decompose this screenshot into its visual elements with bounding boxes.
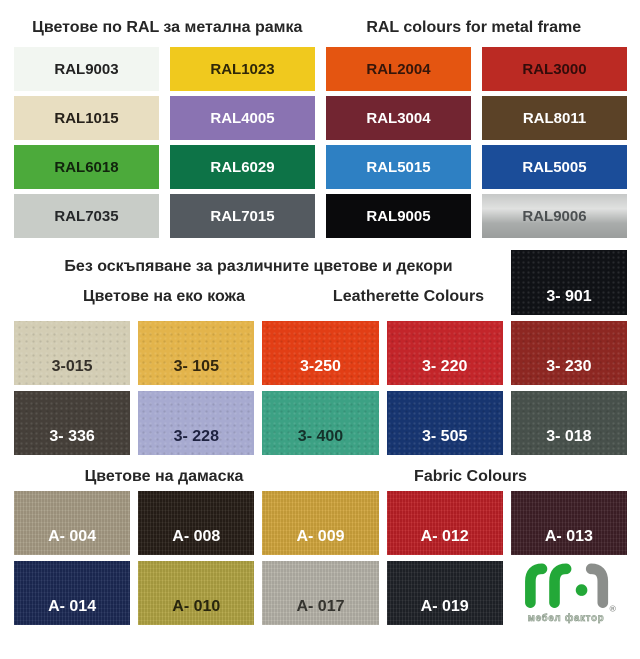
fabric-swatch: A- 014 [14, 561, 131, 625]
swatch-label: A- 013 [544, 528, 593, 545]
swatch-label: A- 012 [420, 528, 469, 545]
ral-swatch: RAL7035 [14, 194, 159, 238]
swatch-label: 3-250 [300, 358, 341, 375]
swatch-label: 3- 018 [546, 428, 592, 445]
ral-section-headers: Цветове по RAL за метална рамка RAL colo… [14, 19, 627, 36]
logo-wordmark: мебел фактор [528, 613, 605, 624]
mebel-faktor-logo-icon: ® мебел фактор [524, 563, 616, 624]
fabric-swatch-grid: A- 004 A- 008 A- 009 A- 012 A- 013 A- 014 A- 0… [14, 491, 627, 625]
fabric-swatch: A- 019 [386, 561, 503, 625]
swatch-label: RAL7015 [210, 207, 275, 225]
swatch-label: 3- 901 [546, 288, 592, 305]
leatherette-title-english: Leatherette Colours [332, 288, 485, 305]
fabric-title-bulgarian: Цветове на дамаска [84, 468, 244, 485]
middle-text-block: Без оскъпяване за различните цветове и д… [14, 250, 503, 316]
logo-m-stroke-right-icon [549, 563, 572, 608]
leatherette-swatch: 3-015 [14, 321, 131, 385]
leatherette-swatch-featured: 3- 901 [511, 250, 627, 315]
fabric-swatch: A- 010 [138, 561, 255, 625]
fabric-swatch: A- 009 [262, 491, 379, 555]
swatch-label: 3-015 [51, 358, 93, 375]
ral-title-english: RAL colours for metal frame [366, 19, 582, 36]
ral-swatch: RAL5015 [326, 145, 471, 189]
ral-swatch: RAL7015 [170, 194, 315, 238]
swatch-label: RAL5015 [366, 158, 431, 176]
swatch-label: RAL6018 [54, 158, 119, 176]
swatch-label: 3- 228 [173, 428, 219, 445]
fabric-swatch: A- 017 [262, 561, 379, 625]
leatherette-swatch: 3- 105 [138, 321, 255, 385]
ral-swatch: RAL1015 [14, 96, 159, 140]
fabric-swatch: A- 008 [138, 491, 255, 555]
ral-swatch: RAL3004 [326, 96, 471, 140]
fabric-swatch: A- 013 [510, 491, 627, 555]
ral-swatch: RAL5005 [482, 145, 627, 189]
ral-title-bulgarian: Цветове по RAL за метална рамка [32, 19, 303, 36]
swatch-label: A- 009 [296, 528, 345, 545]
leatherette-swatch: 3- 228 [138, 391, 255, 455]
swatch-label: RAL8011 [522, 109, 587, 127]
ral-swatch: RAL9005 [326, 194, 471, 238]
swatch-label: A- 019 [420, 598, 469, 615]
leatherette-swatch-grid: 3-015 3- 105 3-250 3- 220 3- 230 3- 336 3- 228… [14, 321, 627, 455]
swatch-label: A- 010 [172, 598, 221, 615]
leatherette-section-headers: Цветове на еко кожа Leatherette Colours [14, 288, 503, 305]
swatch-label: A- 004 [48, 528, 97, 545]
swatch-label: RAL4005 [210, 109, 275, 127]
fabric-swatch: A- 004 [14, 491, 131, 555]
swatch-label: RAL6029 [210, 158, 275, 176]
ral-swatch: RAL1023 [170, 47, 315, 91]
swatch-label: RAL5005 [522, 158, 587, 176]
swatch-label: 3- 230 [546, 358, 592, 375]
leatherette-swatch: 3- 230 [510, 321, 627, 385]
leatherette-swatch: 3-250 [262, 321, 379, 385]
leatherette-swatch: 3- 505 [386, 391, 503, 455]
no-extra-cost-note: Без оскъпяване за различните цветове и д… [64, 258, 453, 275]
leatherette-swatch: 3- 018 [510, 391, 627, 455]
logo-f-stroke-icon [585, 563, 608, 608]
swatch-label: 3- 400 [297, 428, 344, 445]
swatch-label: RAL1023 [210, 60, 275, 78]
ral-swatch: RAL6018 [14, 145, 159, 189]
logo-f-dot-icon [575, 584, 588, 596]
ral-swatch-grid: RAL9003 RAL1023 RAL2004 RAL3000 RAL1015 RAL40… [14, 47, 627, 238]
swatch-label: RAL9003 [54, 60, 119, 78]
fabric-section-headers: Цветове на дамаска Fabric Colours [14, 468, 627, 485]
company-logo: ® мебел фактор [511, 561, 627, 625]
swatch-label: RAL2004 [366, 60, 431, 78]
swatch-label: A- 008 [172, 528, 221, 545]
swatch-label: 3- 505 [422, 428, 468, 445]
registered-trademark-symbol: ® [609, 603, 616, 613]
ral-swatch: RAL8011 [482, 96, 627, 140]
fabric-swatch: A- 012 [386, 491, 503, 555]
ral-swatch: RAL3000 [482, 47, 627, 91]
leatherette-swatch: 3- 220 [386, 321, 503, 385]
leatherette-title-bulgarian: Цветове на еко кожа [82, 288, 246, 305]
middle-band: Без оскъпяване за различните цветове и д… [14, 250, 627, 316]
swatch-label: 3- 105 [173, 358, 219, 375]
ral-swatch: RAL6029 [170, 145, 315, 189]
logo-m-stroke-left-icon [524, 563, 548, 608]
swatch-label: RAL9006 [522, 207, 587, 225]
swatch-label: A- 014 [48, 598, 97, 615]
swatch-label: RAL1015 [54, 109, 119, 127]
swatch-label: 3- 220 [422, 358, 468, 375]
ral-swatch: RAL4005 [170, 96, 315, 140]
swatch-label: 3- 336 [49, 428, 95, 445]
swatch-label: RAL3000 [522, 60, 587, 78]
swatch-label: A- 017 [296, 598, 345, 615]
ral-swatch: RAL9006 [482, 194, 627, 238]
ral-swatch: RAL2004 [326, 47, 471, 91]
ral-swatch: RAL9003 [14, 47, 159, 91]
swatch-label: RAL9005 [366, 207, 431, 225]
leatherette-swatch: 3- 400 [262, 391, 379, 455]
swatch-label: RAL3004 [366, 109, 431, 127]
fabric-title-english: Fabric Colours [414, 468, 527, 485]
leatherette-swatch: 3- 336 [14, 391, 131, 455]
swatch-label: RAL7035 [54, 207, 119, 225]
